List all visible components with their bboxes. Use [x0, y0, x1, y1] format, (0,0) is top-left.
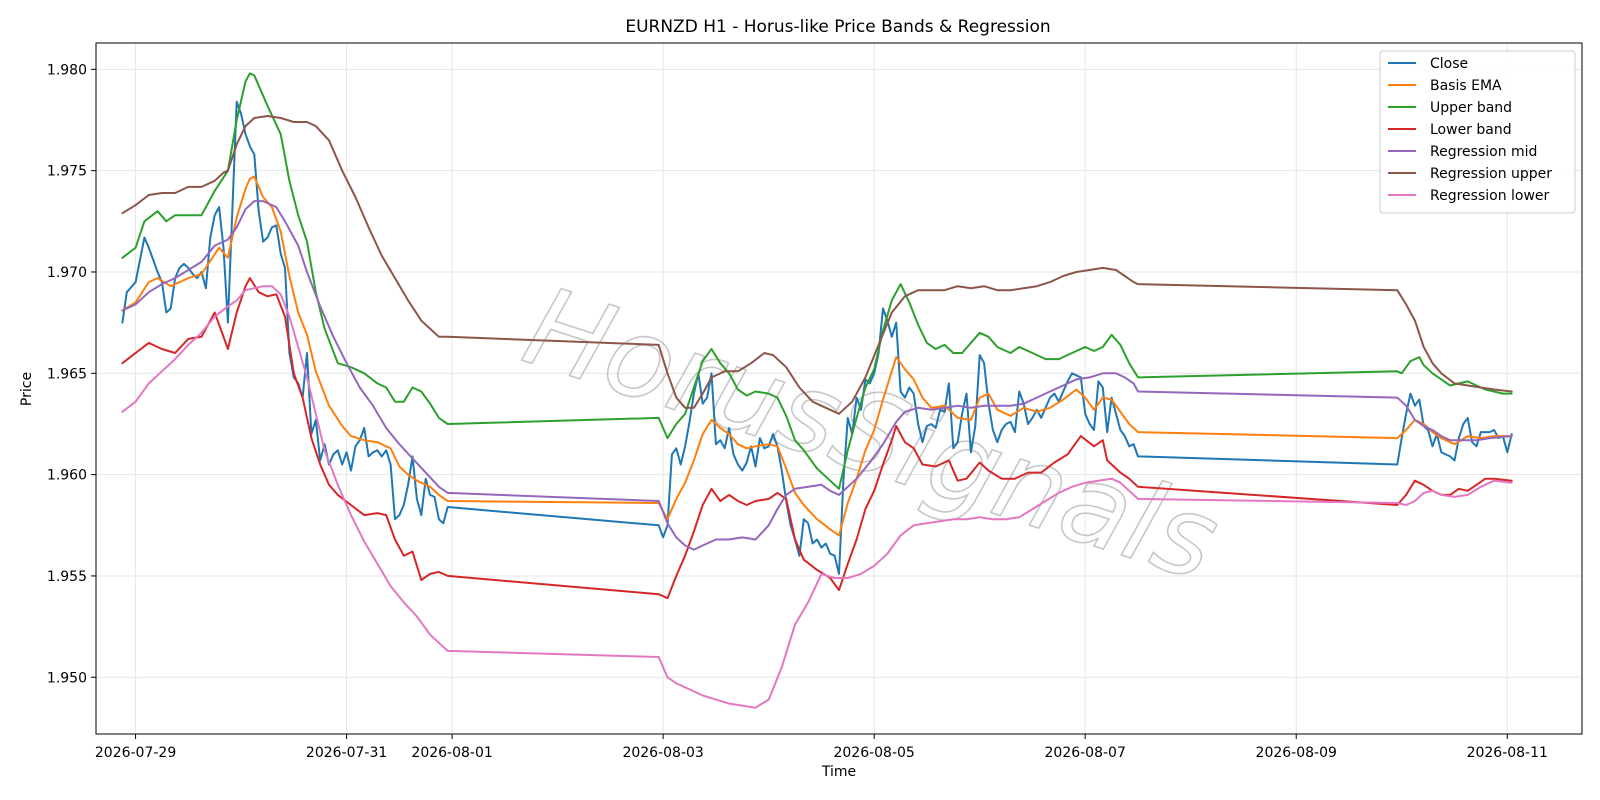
series-line-regression-mid	[121, 200, 1513, 551]
x-tick-label: 2026-08-09	[1256, 745, 1337, 761]
tick-layer: 2026-07-29 2026-07-31 2026-08-01 2026-08-03…	[47, 62, 1548, 761]
x-tick-label: 2026-07-29	[95, 745, 176, 761]
y-tick-label: 1.970	[47, 265, 87, 281]
x-axis-label: Time	[821, 764, 856, 780]
y-tick-label: 1.980	[47, 62, 87, 78]
legend-label: Regression upper	[1430, 166, 1552, 182]
legend-label: Regression mid	[1430, 144, 1537, 160]
legend-label: Lower band	[1430, 122, 1512, 138]
legend-label: Basis EMA	[1430, 78, 1502, 94]
legend-box	[1379, 50, 1576, 214]
series-line-basis-ema	[121, 175, 1513, 537]
x-tick-label: 2026-08-01	[411, 745, 492, 761]
y-tick-label: 1.975	[47, 164, 87, 180]
series-line-upper-band	[121, 72, 1513, 490]
grid-layer	[96, 43, 1582, 734]
x-tick-label: 2026-08-11	[1467, 745, 1548, 761]
chart-title: EURNZD H1 - Horus-like Price Bands & Reg…	[625, 17, 1050, 37]
x-tick-label: 2026-07-31	[306, 745, 387, 761]
legend: Close Basis EMA Upper band Lower band Regres…	[1379, 50, 1576, 214]
series-line-regression-lower	[121, 285, 1513, 709]
series-layer	[121, 72, 1513, 709]
y-tick-label: 1.965	[47, 366, 87, 382]
x-tick-label: 2026-08-05	[833, 745, 914, 761]
y-tick-label: 1.955	[47, 569, 87, 585]
legend-label: Close	[1430, 56, 1468, 72]
series-line-regression-upper	[121, 115, 1513, 415]
y-tick-label: 1.950	[47, 670, 87, 686]
x-tick-label: 2026-08-03	[622, 745, 703, 761]
legend-label: Upper band	[1430, 100, 1512, 116]
y-axis-label: Price	[19, 372, 35, 406]
x-tick-label: 2026-08-07	[1045, 745, 1126, 761]
y-tick-label: 1.960	[47, 468, 87, 484]
series-line-close	[121, 100, 1513, 575]
plot-frame	[95, 42, 1583, 735]
series-line-lower-band	[121, 277, 1513, 600]
legend-label: Regression lower	[1430, 188, 1550, 204]
